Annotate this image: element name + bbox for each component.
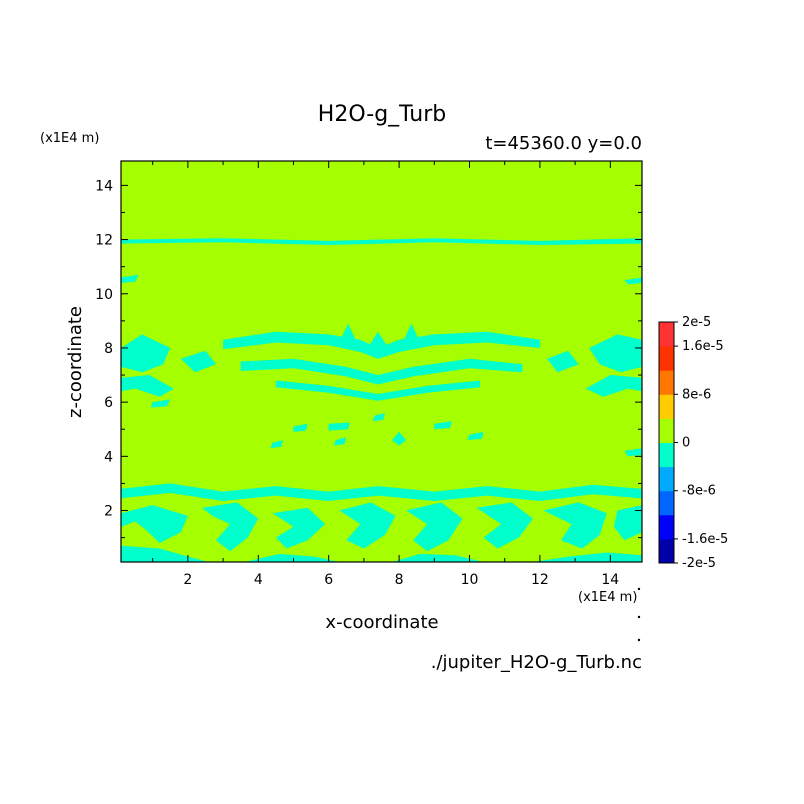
- x-axis-label: x-coordinate: [325, 612, 438, 633]
- anomaly-region-lower-band-top: [121, 483, 642, 501]
- y-axis: 2 4 6 8 10 12 14: [95, 178, 642, 539]
- y-tick-label: 14: [95, 178, 113, 194]
- anomaly-region-blob-right-10: [624, 277, 642, 285]
- anomaly-region-lower-swirl-3: [272, 507, 326, 549]
- anomaly-region-arc-upper: [223, 331, 540, 359]
- anomaly-region-lower-swirl-4: [339, 502, 396, 549]
- plot-frame: [120, 160, 643, 563]
- colorbar-label: -2e-5: [682, 556, 716, 571]
- anomaly-regions: [121, 238, 642, 562]
- anomaly-region-edge-left-lower: [121, 375, 174, 397]
- colorbar-swatch: [659, 490, 674, 516]
- colorbar-swatch: [659, 346, 674, 371]
- y-tick-label: 12: [95, 233, 113, 249]
- anomaly-region-dot-6: [434, 421, 452, 430]
- x-axis: 2 4 6 8 10 12 14: [152, 161, 619, 588]
- x-tick-label: 12: [531, 572, 549, 588]
- x-tick-label: 8: [395, 572, 404, 588]
- anomaly-region-edge-right-lower: [585, 375, 642, 397]
- anomaly-region-bottom-strip-3: [392, 553, 484, 562]
- y-unit-label: (x1E4 m): [40, 131, 99, 146]
- colorbar-swatch: [659, 322, 674, 347]
- anomaly-region-lower-swirl-1: [121, 505, 188, 543]
- anomaly-region-bottom-strip-1: [121, 545, 209, 562]
- colorbar-label: 1.6e-5: [682, 339, 724, 354]
- marker-dot: [637, 615, 641, 619]
- anomaly-region-edge-right-patch: [547, 350, 579, 373]
- anomaly-region-spike-center: [367, 331, 389, 348]
- marker-dot: [637, 638, 641, 642]
- anomaly-region-spike-left: [339, 323, 357, 343]
- anomaly-region-arc-lower: [275, 380, 481, 401]
- y-tick-label: 10: [95, 287, 113, 303]
- x-tick-label: 4: [254, 572, 263, 588]
- colorbar-label: 0: [682, 436, 690, 451]
- marker-dots: [637, 587, 641, 642]
- colorbar-label: -1.6e-5: [682, 532, 728, 547]
- plot-area: 2 4 6 8 10 12 14 2 4 6 8 10 12 14: [95, 160, 643, 588]
- anomaly-region-bottom-strip-4: [532, 552, 642, 562]
- source-file-label: ./jupiter_H2O-g_Turb.nc: [431, 652, 642, 673]
- y-tick-label: 8: [104, 341, 113, 357]
- colorbar-swatch: [659, 538, 674, 564]
- y-tick-label: 4: [104, 449, 113, 465]
- anomaly-region-dot-8: [270, 440, 283, 449]
- anomaly-region-dot-2: [328, 422, 350, 431]
- x-tick-label: 14: [601, 572, 619, 588]
- anomaly-region-lower-swirl-5: [406, 502, 463, 552]
- x-tick-label: 6: [324, 572, 333, 588]
- anomaly-region-dot-7: [467, 431, 484, 441]
- anomaly-region-lower-swirl-2: [202, 502, 259, 552]
- y-tick-label: 6: [104, 395, 113, 411]
- anomaly-region-bottom-strip-2: [244, 553, 340, 562]
- anomaly-region-edge-right-upper: [589, 334, 642, 373]
- y-tick-label: 2: [104, 504, 113, 520]
- anomaly-region-dot-5: [392, 431, 407, 446]
- x-tick-label: 2: [183, 572, 192, 588]
- colorbar-swatch: [659, 442, 674, 468]
- colorbar-label: 8e-6: [682, 387, 711, 402]
- colorbar-label: -8e-6: [682, 484, 716, 499]
- anomaly-region-edge-left-patch: [180, 350, 216, 373]
- colorbar-swatch: [659, 418, 674, 443]
- anomaly-region-dot-4: [372, 413, 385, 422]
- chart-title: H2O-g_Turb: [318, 102, 446, 127]
- chart-subtitle: t=45360.0 y=0.0: [485, 133, 642, 154]
- x-tick-label: 10: [461, 572, 479, 588]
- colorbar-swatch: [659, 466, 674, 492]
- anomaly-region-spike-right: [402, 323, 421, 343]
- y-axis-label: z-coordinate: [65, 306, 86, 418]
- anomaly-region-small-left-6: [150, 399, 171, 408]
- anomaly-region-lower-swirl-7: [543, 502, 607, 549]
- colorbar-swatch: [659, 514, 674, 540]
- colorbar: 2e-5 1.6e-5 8e-6 0 -8e-6 -1.6e-5 -2e-5: [658, 315, 728, 571]
- anomaly-region-edge-left-upper: [121, 334, 171, 373]
- anomaly-region-arc-mid: [240, 358, 523, 385]
- anomaly-region-blob-left-10: [121, 274, 139, 283]
- colorbar-swatch: [659, 394, 674, 419]
- colorbar-swatch: [659, 370, 674, 395]
- anomaly-region-dot-1: [293, 423, 308, 432]
- anomaly-region-dot-9: [624, 448, 642, 457]
- x-unit-label: (x1E4 m): [578, 590, 637, 605]
- marker-dot: [637, 587, 641, 591]
- anomaly-region-lower-swirl-6: [476, 502, 533, 549]
- anomaly-region-dot-3: [334, 437, 347, 446]
- anomaly-region-lower-swirl-8: [613, 505, 642, 541]
- colorbar-label: 2e-5: [682, 315, 711, 330]
- anomaly-region-band-z12: [121, 238, 642, 245]
